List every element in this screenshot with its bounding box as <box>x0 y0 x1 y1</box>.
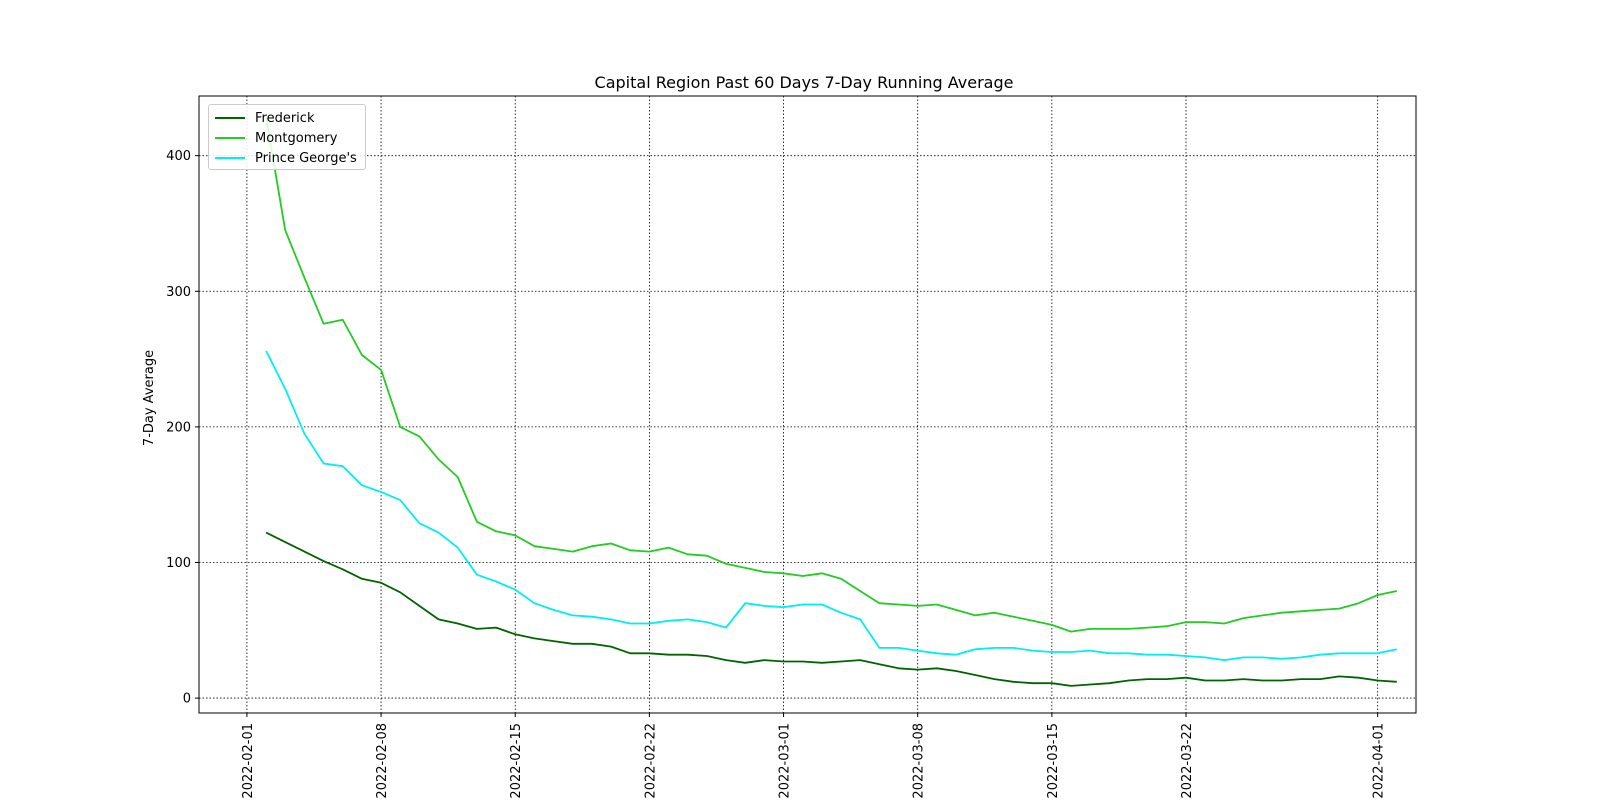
y-tick-label: 0 <box>183 692 191 707</box>
legend-label-frederick: Frederick <box>255 110 315 126</box>
x-tick-label: 2022-02-22 <box>643 723 658 799</box>
legend-item-frederick: Frederick <box>215 108 314 128</box>
x-tick-label: 2022-02-15 <box>509 723 524 799</box>
x-tick-label: 2022-03-01 <box>778 723 793 799</box>
legend-swatch-montgomery <box>215 137 245 139</box>
series-layer <box>265 117 1397 687</box>
grid-layer <box>199 96 1416 713</box>
y-axis-label: 7-Day Average <box>142 350 157 446</box>
y-tick-label: 100 <box>166 556 191 571</box>
chart-title: Capital Region Past 60 Days 7-Day Runnin… <box>595 73 1014 92</box>
series-line-prince-george-s <box>265 350 1397 661</box>
series-line-montgomery <box>265 117 1397 633</box>
x-tick-label: 2022-02-08 <box>375 723 390 799</box>
legend-swatch-prince-georges <box>215 157 245 159</box>
legend-label-montgomery: Montgomery <box>255 130 338 146</box>
y-tick-label: 400 <box>166 149 191 164</box>
x-tick-label: 2022-04-01 <box>1372 723 1387 799</box>
legend-label-prince-georges: Prince George's <box>255 150 357 166</box>
legend: Frederick Montgomery Prince George's <box>208 104 366 170</box>
legend-swatch-frederick <box>215 117 245 119</box>
legend-item-montgomery: Montgomery <box>215 128 337 148</box>
y-tick-label: 300 <box>166 285 191 300</box>
x-tick-label: 2022-03-08 <box>912 723 927 799</box>
legend-item-prince-georges: Prince George's <box>215 148 357 168</box>
y-tick-label: 200 <box>166 420 191 435</box>
plot-frame <box>198 95 1417 714</box>
x-tick-label: 2022-03-22 <box>1180 723 1195 799</box>
x-tick-label: 2022-02-01 <box>241 723 256 799</box>
series-line-frederick <box>265 531 1397 687</box>
x-tick-label: 2022-03-15 <box>1046 723 1061 799</box>
tick-layer: 0 100 200 300 400 2022-02-01 2022-02-08 2022-02… <box>166 149 1386 798</box>
